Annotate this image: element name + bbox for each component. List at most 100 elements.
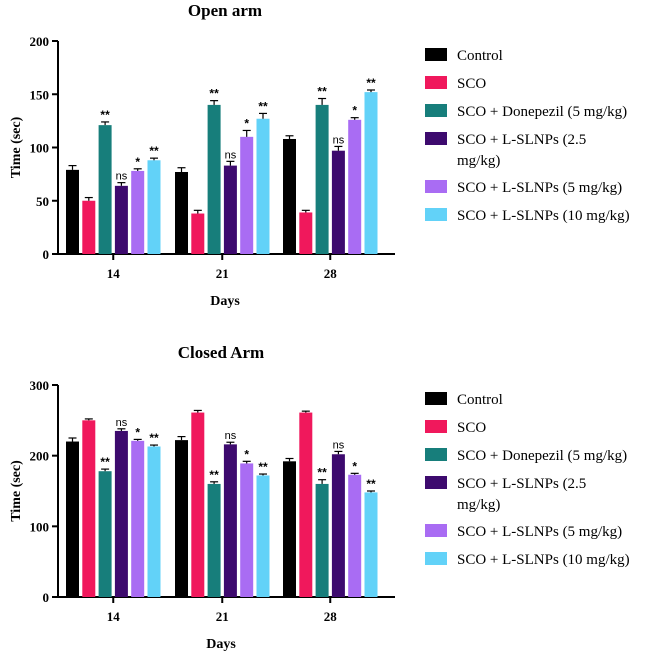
bar-21-2 [191,213,205,254]
x-tick-label: 21 [216,609,229,624]
x-tick-label: 21 [216,266,229,281]
bar-28-2 [299,212,313,254]
bar-21-2 [191,412,205,597]
bar-28-4 [331,150,345,254]
y-tick-label: 200 [30,34,50,49]
significance-label: ** [100,455,110,469]
bar-28-3 [315,104,329,255]
legend: Control SCO SCO + Donepezil (5 mg/kg) SCO +… [425,48,630,224]
y-tick-label: 200 [30,449,50,464]
legend-entry: SCO [457,420,486,436]
bar-21-6 [256,118,270,255]
x-tick-label: 28 [324,609,338,624]
bar-28-1 [283,138,296,254]
legend-entry: SCO + Donepezil (5 mg/kg) [457,448,627,464]
bar-21-1 [175,440,188,597]
y-axis-label: Time (sec) [9,460,24,522]
bar-21-4 [223,165,237,254]
bar-14-2 [82,200,96,254]
significance-label: * [352,459,357,473]
bar-28-6 [364,492,378,597]
x-tick-label: 14 [107,609,121,624]
significance-label: ** [317,85,327,99]
x-axis-label: Days [206,637,236,652]
y-axis-label: Time (sec) [9,116,24,178]
legend-entry: Control [457,392,503,408]
bar-14-1 [66,169,79,254]
legend-swatch [425,208,447,221]
y-tick-label: 100 [30,141,50,156]
y-tick-label: 50 [36,194,49,209]
x-tick-label: 14 [107,266,121,281]
significance-label: * [135,155,140,169]
bar-28-3 [315,483,329,597]
significance-label: * [244,116,249,130]
significance-label: ** [149,144,159,158]
significance-label: * [244,447,249,461]
significance-label: * [135,425,140,439]
legend-entry: SCO + L-SLNPs (10 mg/kg) [457,552,630,568]
significance-label: ns [333,134,345,146]
significance-label: ** [258,99,268,113]
significance-label: ** [149,431,159,445]
bar-21-6 [256,475,270,597]
x-axis-label: Days [210,294,240,309]
bar-28-2 [299,412,313,597]
bar-14-6 [147,446,161,597]
bar-14-5 [131,170,145,254]
bar-14-3 [98,125,112,254]
bar-28-6 [364,92,378,255]
significance-label: ns [116,417,128,429]
legend-swatch [425,48,447,61]
bar-21-4 [223,444,237,597]
bar-28-1 [283,461,296,597]
y-tick-label: 150 [30,87,50,102]
significance-label: ** [366,76,376,90]
significance-label: ** [366,477,376,491]
chart-title: Open arm [188,1,262,20]
legend-swatch [425,132,447,145]
legend-entry: SCO + L-SLNPs (10 mg/kg) [457,208,630,224]
legend-entry: SCO + L-SLNPs (5 mg/kg) [457,180,622,196]
significance-label: * [352,104,357,118]
y-tick-label: 0 [43,247,50,262]
y-tick-label: 0 [43,590,50,605]
bar-14-1 [66,441,79,597]
legend-swatch [425,104,447,117]
legend-swatch [425,524,447,537]
legend-entry: SCO + Donepezil (5 mg/kg) [457,104,627,120]
legend-swatch [425,552,447,565]
significance-label: ns [333,439,345,451]
bar-14-4 [114,185,128,254]
bar-14-6 [147,160,161,254]
significance-label: ns [225,149,237,161]
bar-28-5 [348,474,362,597]
legend-swatch [425,448,447,461]
legend-swatch [425,76,447,89]
bar-14-5 [131,440,145,597]
bar-28-4 [331,454,345,597]
significance-label: ns [225,430,237,442]
bar-14-3 [98,471,112,597]
bar-21-3 [207,104,221,255]
significance-label: ** [317,466,327,480]
legend-entry: SCO [457,76,486,92]
x-tick-label: 28 [324,266,338,281]
bar-21-3 [207,483,221,597]
significance-label: ** [209,87,219,101]
y-tick-label: 100 [30,519,50,534]
significance-label: ** [209,468,219,482]
y-tick-label: 300 [30,378,50,393]
bar-28-5 [348,119,362,254]
legend-entry: SCO + L-SLNPs (2.5 mg/kg) [457,476,586,513]
legend: Control SCO SCO + Donepezil (5 mg/kg) SCO +… [425,392,630,568]
significance-label: ** [100,108,110,122]
legend-swatch [425,180,447,193]
bar-21-5 [240,463,254,597]
bar-14-4 [114,430,128,597]
legend-swatch [425,420,447,433]
legend-entry: SCO + L-SLNPs (5 mg/kg) [457,524,622,540]
